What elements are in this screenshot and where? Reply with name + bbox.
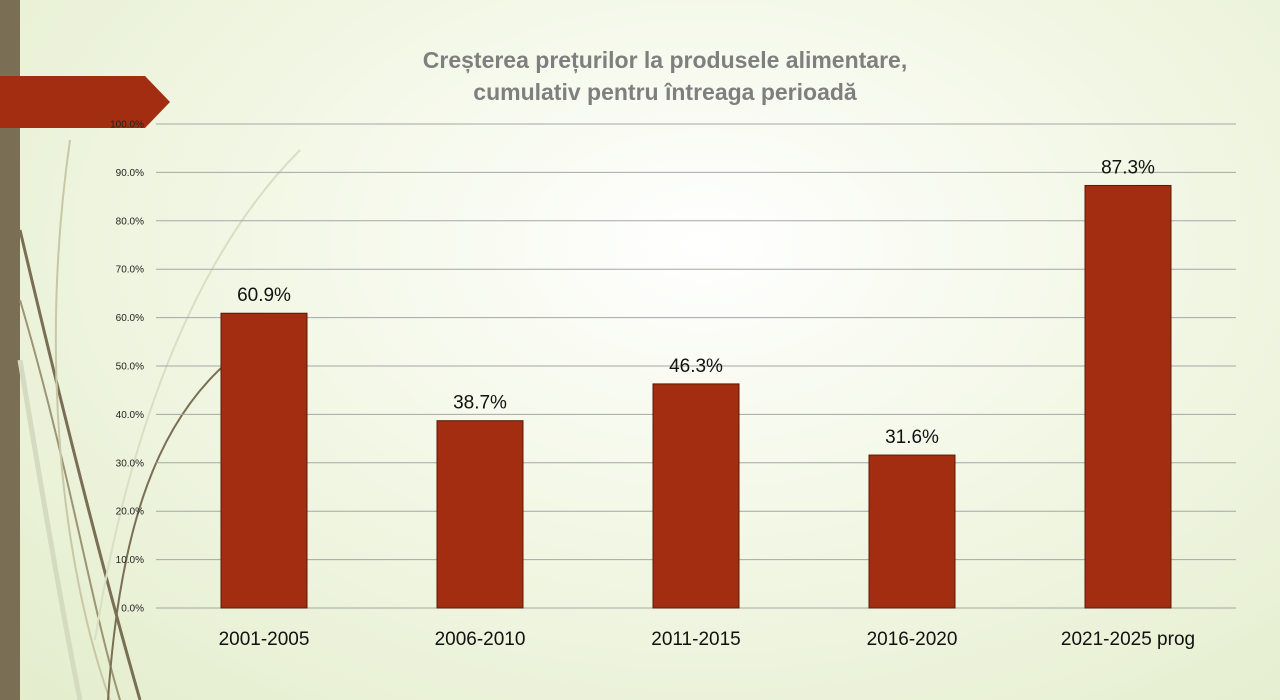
chart-title: Creșterea prețurilor la produsele alimen… <box>280 44 1050 108</box>
left-decor-bar <box>0 0 20 700</box>
chart-title-line-2: cumulativ pentru întreaga perioadă <box>473 79 857 105</box>
bar-2016-2020 <box>868 454 956 609</box>
bars <box>220 184 1172 609</box>
chart-title-line-1: Creșterea prețurilor la produsele alimen… <box>422 47 908 73</box>
title-ribbon <box>0 76 170 128</box>
grid-lines <box>156 123 1236 561</box>
category-label: 2001-2005 <box>219 629 310 650</box>
category-label: 2021-2025 prog <box>1061 629 1195 650</box>
y-tick-label: 50.0% <box>116 362 144 373</box>
bar-2001-2005 <box>220 312 308 609</box>
value-labels: 60.9% 38.7% 46.3% 31.6% 87.3% <box>237 157 1155 448</box>
y-tick-label: 20.0% <box>116 507 144 518</box>
category-label: 2006-2010 <box>435 629 526 650</box>
value-label: 87.3% <box>1101 157 1155 178</box>
bar-2021-2025-prog <box>1084 184 1172 609</box>
value-label: 60.9% <box>237 285 291 306</box>
y-axis-ticks: 0.0% 10.0% 20.0% 30.0% 40.0% 50.0% 60.0% 70.0% 8… <box>110 120 144 615</box>
y-tick-label: 30.0% <box>116 458 144 469</box>
y-tick-label: 60.0% <box>116 313 144 324</box>
y-tick-label: 100.0% <box>110 120 144 131</box>
bar-2006-2010 <box>436 420 524 609</box>
decorative-swirls <box>17 139 301 700</box>
value-label: 46.3% <box>669 356 723 377</box>
bar-2011-2015 <box>652 383 740 609</box>
category-label: 2016-2020 <box>867 629 958 650</box>
value-label: 38.7% <box>453 393 507 414</box>
category-label: 2011-2015 <box>651 629 740 650</box>
y-tick-label: 90.0% <box>116 168 144 179</box>
y-tick-label: 70.0% <box>116 265 144 276</box>
value-label: 31.6% <box>885 427 939 448</box>
category-labels: 2001-2005 2006-2010 2011-2015 2016-2020 2021… <box>219 629 1196 650</box>
y-tick-label: 40.0% <box>116 410 144 421</box>
y-tick-label: 10.0% <box>116 555 144 566</box>
y-tick-label: 80.0% <box>116 216 144 227</box>
y-tick-label: 0.0% <box>121 604 144 615</box>
